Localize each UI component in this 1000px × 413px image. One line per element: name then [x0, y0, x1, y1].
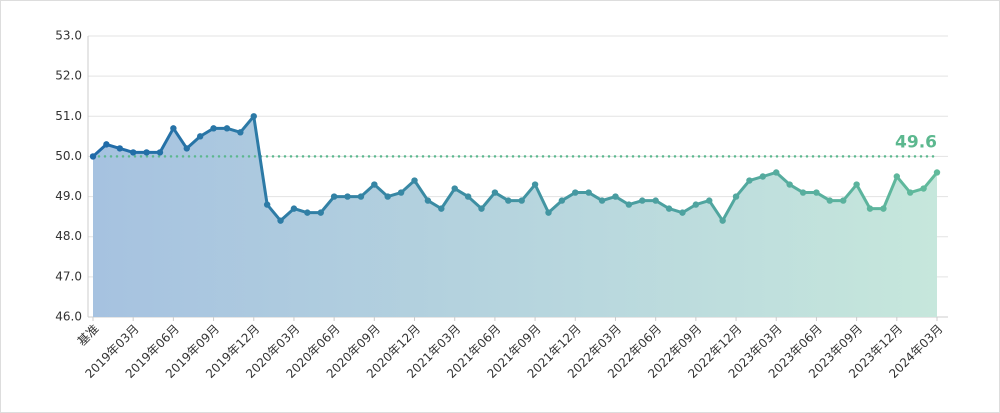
data-point [799, 189, 807, 196]
data-point [692, 201, 700, 208]
data-point [330, 193, 338, 200]
data-point [424, 197, 432, 204]
data-point [505, 197, 512, 204]
data-point [304, 209, 311, 216]
y-tick-label: 49.0 [55, 189, 82, 203]
data-point [464, 193, 472, 200]
value-label: 49.6 [895, 132, 937, 152]
data-point [89, 153, 97, 160]
data-point [880, 205, 887, 212]
data-point [384, 193, 391, 200]
data-point [572, 189, 579, 196]
data-point [183, 145, 190, 152]
y-tick-label: 51.0 [55, 109, 82, 123]
data-point [143, 149, 150, 156]
data-point [129, 149, 137, 156]
data-point [438, 205, 445, 212]
area [93, 116, 937, 318]
data-point [746, 177, 753, 184]
data-point [625, 201, 633, 208]
data-point [491, 189, 499, 196]
data-point [478, 205, 485, 212]
data-point [290, 205, 298, 212]
data-point [679, 209, 686, 216]
data-point [518, 197, 525, 204]
data-point [196, 133, 204, 140]
data-point [920, 185, 927, 192]
data-point [759, 173, 767, 180]
data-point [732, 193, 740, 200]
data-point [451, 185, 458, 192]
data-point [665, 205, 673, 212]
data-point [357, 193, 365, 200]
data-point [933, 169, 941, 176]
data-point [893, 173, 901, 180]
data-point [773, 169, 780, 176]
data-point [826, 197, 834, 204]
data-point [223, 125, 231, 132]
data-point [853, 181, 860, 188]
data-point [250, 113, 257, 120]
y-tick-label: 53.0 [55, 29, 82, 43]
data-point [531, 181, 539, 188]
data-point [786, 181, 793, 188]
data-point [639, 197, 646, 204]
y-tick-label: 50.0 [55, 149, 82, 163]
data-point [719, 217, 726, 224]
data-point [344, 193, 351, 200]
y-tick-label: 52.0 [55, 69, 82, 83]
y-tick-label: 47.0 [55, 269, 82, 283]
data-point [263, 201, 271, 208]
data-point [840, 197, 847, 204]
data-point [277, 217, 284, 224]
data-point [612, 193, 619, 200]
data-point [585, 189, 592, 196]
data-point [558, 197, 566, 204]
data-point [706, 197, 713, 204]
data-point [210, 125, 217, 132]
data-point [598, 197, 606, 204]
data-point [170, 125, 177, 132]
data-point [652, 197, 659, 204]
line [91, 114, 939, 223]
data-point [411, 177, 418, 184]
data-point [103, 141, 110, 148]
data-point [397, 189, 405, 196]
y-tick-label: 48.0 [55, 229, 82, 243]
data-point [116, 145, 123, 152]
data-point [237, 129, 244, 136]
data-point [907, 189, 914, 196]
y-tick-label: 46.0 [55, 310, 82, 324]
data-point [371, 181, 378, 188]
data-point [866, 205, 874, 212]
data-point [545, 209, 552, 216]
data-point [317, 209, 324, 216]
data-point [813, 189, 820, 196]
data-point [156, 149, 164, 156]
